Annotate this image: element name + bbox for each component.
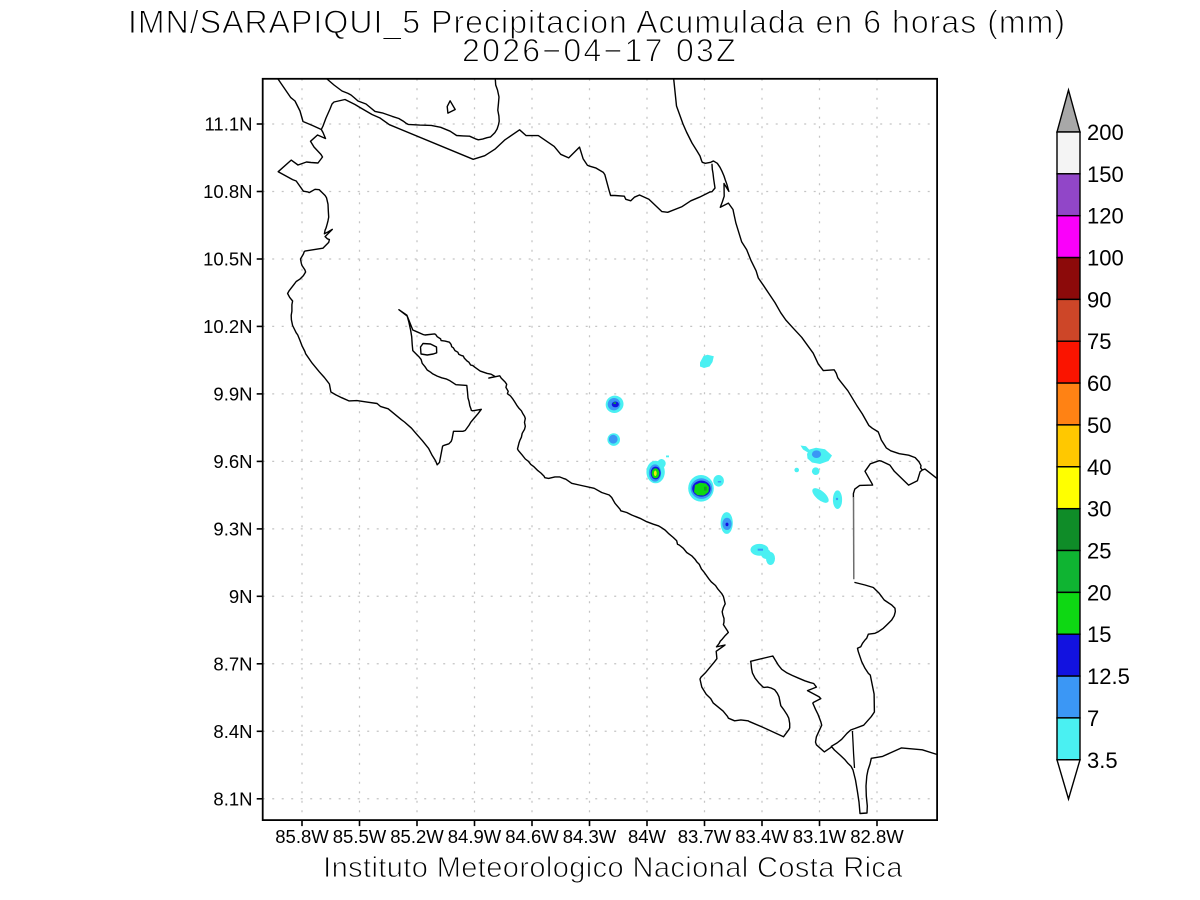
svg-text:84W: 84W [628,826,667,847]
svg-text:60: 60 [1087,371,1111,396]
svg-text:120: 120 [1087,204,1124,229]
svg-text:10.5N: 10.5N [203,249,252,270]
svg-text:85.5W: 85.5W [333,826,387,847]
svg-text:7: 7 [1087,706,1099,731]
svg-text:84.9W: 84.9W [448,826,502,847]
svg-text:IMN/SARAPIQUI_5 Precipitacion: IMN/SARAPIQUI_5 Precipitacion Acumulada … [128,4,1066,40]
svg-text:9.6N: 9.6N [213,451,252,472]
svg-text:9.9N: 9.9N [213,384,252,405]
svg-text:8.4N: 8.4N [213,721,252,742]
svg-text:2026−04−17 03Z: 2026−04−17 03Z [462,33,738,69]
svg-text:150: 150 [1087,162,1124,187]
svg-text:90: 90 [1087,287,1111,312]
svg-text:75: 75 [1087,329,1111,354]
svg-text:83.4W: 83.4W [735,826,789,847]
svg-text:200: 200 [1087,120,1124,145]
svg-text:50: 50 [1087,413,1111,438]
svg-text:8.1N: 8.1N [213,788,252,809]
svg-text:85.8W: 85.8W [275,826,329,847]
svg-text:Instituto Meteorologico Nacion: Instituto Meteorologico Nacional Costa R… [323,852,903,884]
svg-text:9N: 9N [229,586,253,607]
svg-text:83.7W: 83.7W [678,826,732,847]
svg-text:84.3W: 84.3W [563,826,617,847]
svg-text:20: 20 [1087,580,1111,605]
svg-text:40: 40 [1087,455,1111,480]
svg-text:12.5: 12.5 [1087,664,1130,689]
svg-text:85.2W: 85.2W [390,826,444,847]
svg-text:3.5: 3.5 [1087,748,1118,773]
svg-text:30: 30 [1087,497,1111,522]
svg-text:9.3N: 9.3N [213,519,252,540]
svg-text:25: 25 [1087,539,1111,564]
svg-text:83.1W: 83.1W [793,826,847,847]
svg-text:15: 15 [1087,622,1111,647]
svg-text:100: 100 [1087,246,1124,271]
svg-text:82.8W: 82.8W [850,826,904,847]
svg-text:11.1N: 11.1N [205,114,253,135]
svg-text:84.6W: 84.6W [505,826,559,847]
svg-text:8.7N: 8.7N [213,653,252,674]
svg-text:10.8N: 10.8N [203,181,252,202]
svg-text:10.2N: 10.2N [203,316,252,337]
